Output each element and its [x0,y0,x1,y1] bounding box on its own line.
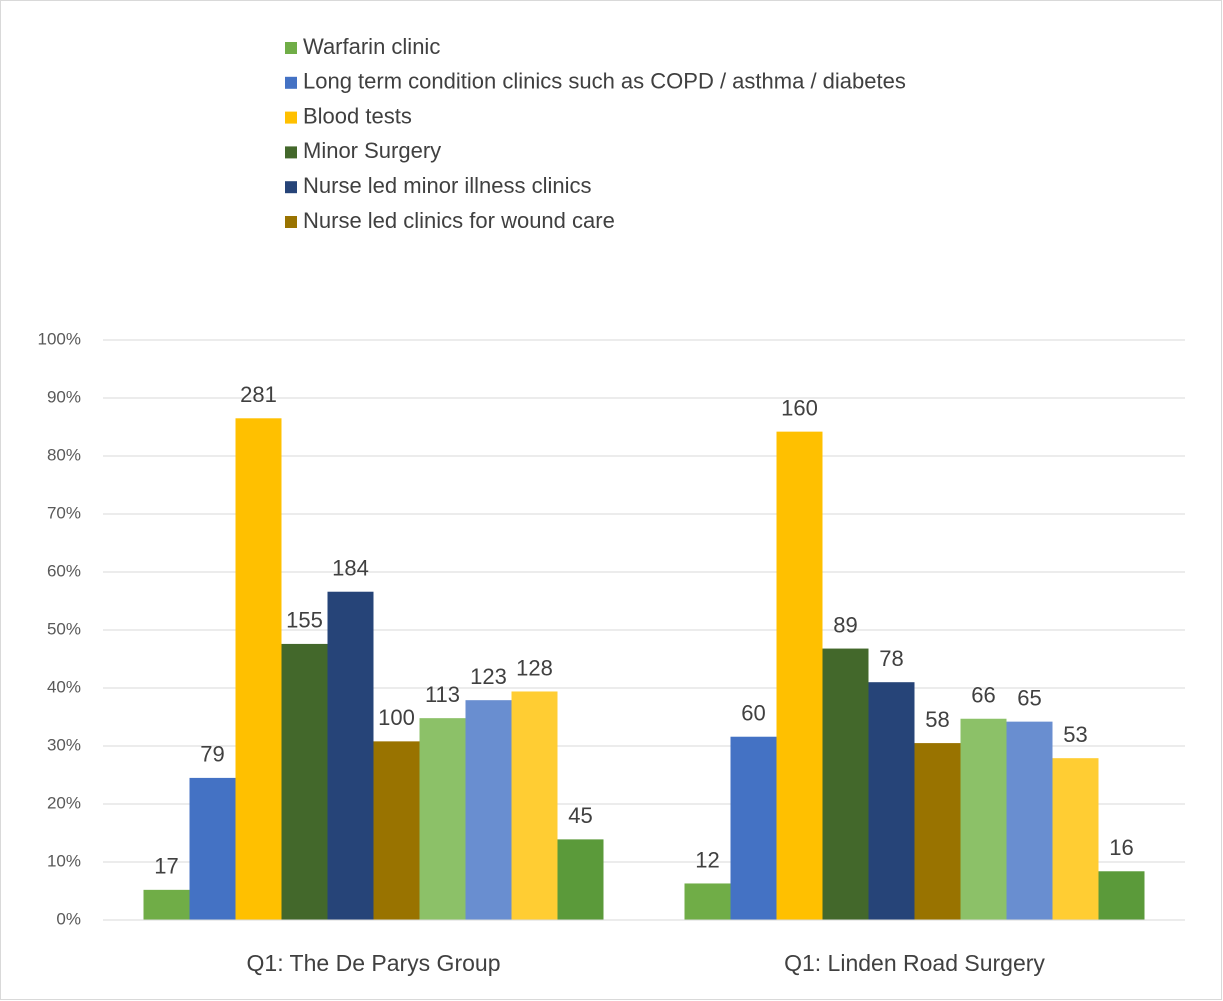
x-tick-label: Q1: Linden Road Surgery [784,950,1045,976]
bar [960,718,1007,920]
y-tick-label: 30% [47,735,81,754]
data-label: 78 [879,646,903,671]
legend-label: Minor Surgery [303,138,441,163]
data-label: 128 [516,655,553,680]
data-label: 184 [332,556,369,581]
y-tick-label: 0% [56,909,81,928]
data-label: 12 [695,847,719,872]
bar [1052,758,1099,920]
bar [235,418,282,920]
data-label: 113 [425,682,460,707]
y-tick-label: 100% [38,329,81,348]
data-label: 53 [1063,722,1087,747]
legend-label: Nurse led clinics for wound care [303,208,615,233]
legend-swatch [285,146,297,159]
y-tick-label: 90% [47,387,81,406]
y-tick-label: 50% [47,619,81,638]
bar [511,691,558,920]
bar [1006,721,1053,920]
bar [1098,871,1145,920]
legend-label: Nurse led minor illness clinics [303,173,592,198]
bar [189,777,236,920]
data-label: 60 [741,701,765,726]
legend-label: Blood tests [303,103,412,128]
data-label: 58 [925,707,949,732]
y-tick-label: 70% [47,503,81,522]
y-tick-label: 20% [47,793,81,812]
legend-swatch [285,216,297,228]
bar [730,736,777,920]
bar [914,743,961,920]
data-label: 65 [1017,685,1041,710]
bar [327,591,374,920]
bar [684,883,731,920]
legend-swatch [285,111,297,124]
bar [373,741,420,920]
data-label: 66 [971,683,995,708]
data-label: 100 [378,705,415,730]
data-label: 17 [154,854,178,879]
bar [822,648,869,920]
legend-label: Warfarin clinic [303,34,440,59]
data-label: 160 [781,395,818,420]
data-label: 155 [286,608,323,633]
legend-label: Long term condition clinics such as COPD… [303,69,906,94]
bar [465,700,512,920]
bar [868,682,915,920]
data-label: 89 [833,612,857,637]
data-label: 281 [240,382,277,407]
legend-swatch [285,42,297,54]
data-label: 79 [200,742,224,767]
y-tick-label: 40% [47,677,81,696]
bar [557,839,604,920]
y-tick-label: 60% [47,561,81,580]
data-label: 45 [568,803,592,828]
bar [776,431,823,920]
legend-swatch [285,76,297,89]
y-tick-label: 80% [47,445,81,464]
bar [281,643,328,920]
data-label: 16 [1109,835,1133,860]
y-tick-label: 10% [47,851,81,870]
data-label: 123 [470,664,507,689]
bar [143,889,190,920]
x-tick-label: Q1: The De Parys Group [247,950,501,976]
legend-swatch [285,181,297,194]
bar [419,718,466,920]
